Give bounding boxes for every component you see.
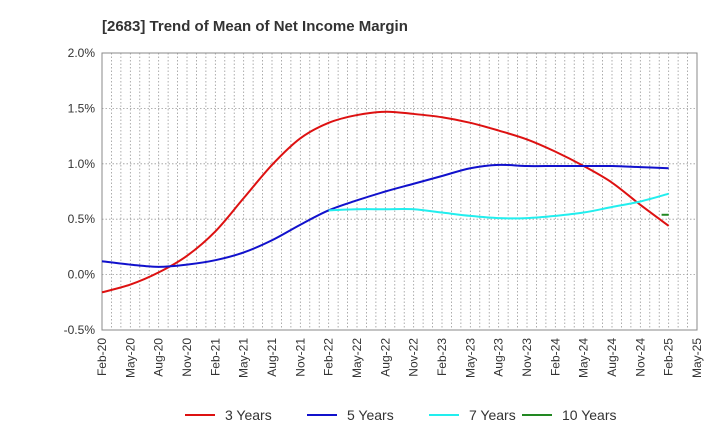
axes: -0.5% 0.0% 0.5% 1.0% 1.5% 2.0% Feb-20 May-20 Aug… <box>64 46 704 378</box>
chart-title: [2683] Trend of Mean of Net Income Margi… <box>102 18 408 35</box>
series-line-5-years <box>101 163 669 268</box>
legend-label-5-years: 5 Years <box>347 407 394 423</box>
x-tick-label: Aug-20 <box>152 338 166 377</box>
series-lines <box>101 110 670 294</box>
plot-border <box>101 52 698 331</box>
legend: 3 Years 5 Years 7 Years 10 Years <box>185 407 617 423</box>
legend-label-7-years: 7 Years <box>469 407 516 423</box>
x-tick-label: Nov-24 <box>633 338 647 377</box>
legend-label-3-years: 3 Years <box>225 407 272 423</box>
series-line-7-years <box>328 192 669 220</box>
x-tick-label: Nov-21 <box>293 338 307 377</box>
x-tick-label: May-24 <box>577 338 591 378</box>
x-tick-label: May-23 <box>463 338 477 378</box>
x-tick-label: Feb-24 <box>548 338 562 376</box>
y-tick-label: 1.0% <box>68 157 96 171</box>
grid <box>101 52 698 331</box>
x-tick-label: Nov-22 <box>407 338 421 377</box>
y-tick-label: 1.5% <box>68 101 96 115</box>
x-tick-label: Feb-23 <box>435 338 449 376</box>
x-tick-label: Feb-21 <box>208 338 222 376</box>
x-tick-label: Feb-20 <box>95 338 109 376</box>
x-tick-label: Feb-25 <box>662 338 676 376</box>
x-tick-label: May-20 <box>123 338 137 378</box>
x-tick-label: Aug-24 <box>605 338 619 377</box>
y-tick-label: 0.0% <box>68 268 96 282</box>
series-line-3-years <box>101 110 670 294</box>
x-tick-label: May-21 <box>237 338 251 378</box>
x-tick-label: Feb-22 <box>322 338 336 376</box>
legend-label-10-years: 10 Years <box>562 407 617 423</box>
y-tick-label: -0.5% <box>64 323 96 337</box>
x-tick-label: Nov-23 <box>520 338 534 377</box>
x-tick-label: Aug-23 <box>492 338 506 377</box>
x-tick-label: Aug-21 <box>265 338 279 377</box>
x-tick-label: May-22 <box>350 338 364 378</box>
x-tick-label: Nov-20 <box>180 338 194 377</box>
x-tick-label: Aug-22 <box>378 338 392 377</box>
x-tick-label: May-25 <box>690 338 704 378</box>
y-tick-label: 2.0% <box>68 46 96 60</box>
y-tick-label: 0.5% <box>68 212 96 226</box>
